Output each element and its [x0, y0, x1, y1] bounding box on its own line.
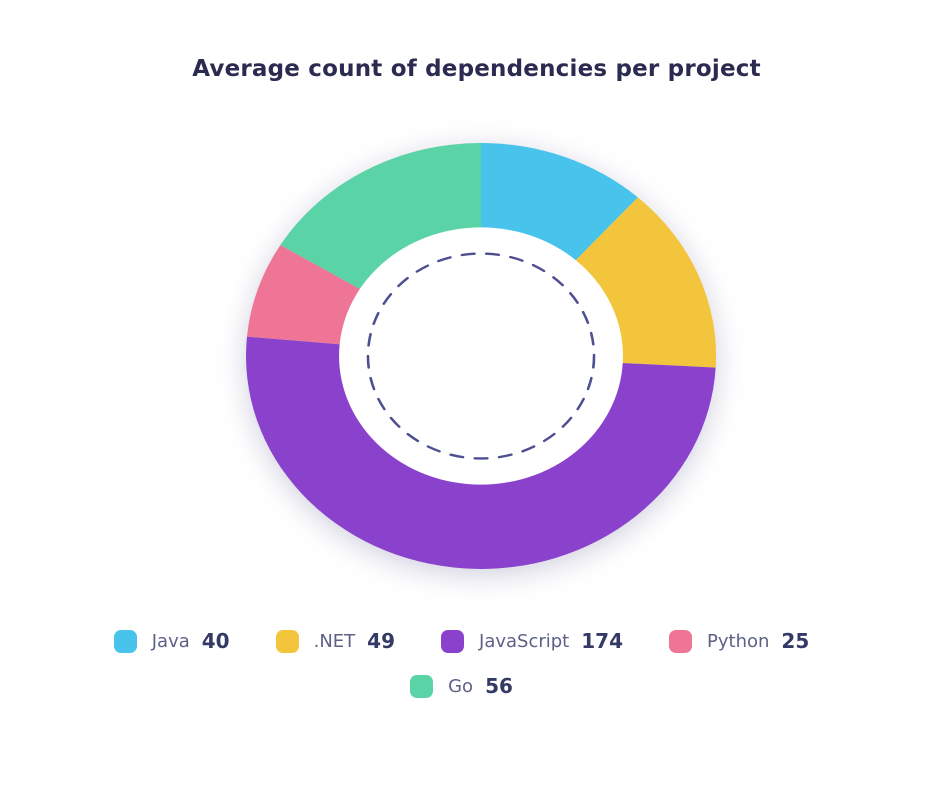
python-swatch — [669, 629, 692, 653]
legend-item-java[interactable]: Java 40 — [113, 629, 230, 653]
javascript-swatch — [441, 629, 465, 653]
donut-chart-svg[interactable] — [246, 143, 716, 569]
legend-item-dotnet[interactable]: .NET 49 — [275, 629, 396, 653]
legend-label: Go — [448, 675, 474, 697]
legend-row-1: Java 40 .NET 49 JavaScript 174 Python 25 — [113, 629, 809, 653]
donut-hole — [339, 227, 623, 485]
legend-item-javascript[interactable]: JavaScript 174 — [441, 629, 623, 653]
legend-value: 25 — [781, 629, 810, 653]
chart-title: Average count of dependencies per projec… — [192, 56, 761, 82]
java-swatch — [113, 629, 137, 653]
donut-chart — [246, 143, 716, 569]
legend-item-go[interactable]: Go 56 — [410, 674, 513, 698]
dotnet-swatch — [275, 629, 299, 653]
legend-label: JavaScript — [479, 630, 570, 652]
legend-value: 174 — [581, 629, 623, 653]
legend-label: .NET — [313, 630, 356, 652]
legend-value: 40 — [201, 629, 230, 653]
legend-value: 56 — [485, 674, 513, 698]
chart-legend: Java 40 .NET 49 JavaScript 174 Python 25 — [0, 629, 931, 698]
legend-item-python[interactable]: Python 25 — [669, 629, 809, 653]
dashed-inner-circle — [366, 252, 596, 460]
legend-label: Python — [707, 630, 770, 652]
legend-label: Java — [151, 630, 190, 652]
legend-row-2: Go 56 — [410, 674, 513, 698]
legend-value: 49 — [367, 629, 396, 653]
go-swatch — [410, 674, 434, 698]
